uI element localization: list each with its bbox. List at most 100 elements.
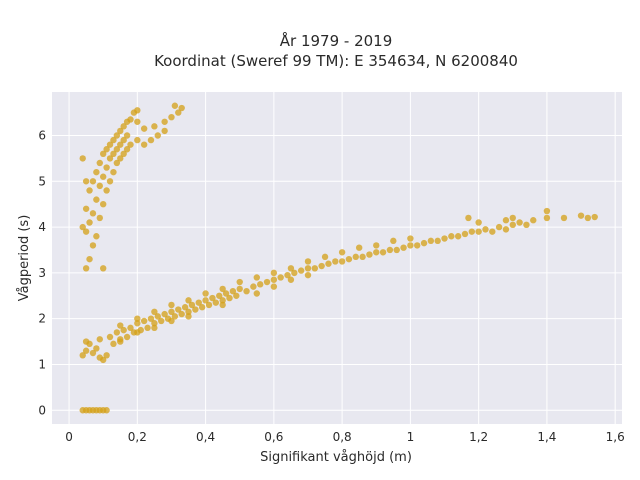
y-tick-label: 2 [38,312,46,326]
data-point [110,340,117,348]
data-point [82,205,90,212]
data-point [465,214,472,222]
data-point [584,214,592,222]
data-point [113,132,121,139]
data-point [250,283,257,290]
x-tick-label: 0,8 [333,430,352,444]
data-point [154,313,162,320]
data-point [89,210,97,217]
data-point [379,249,387,256]
data-point [188,301,196,309]
data-point [110,150,117,158]
data-point [502,226,510,233]
data-point [99,173,107,180]
data-point [96,336,103,343]
data-point [284,271,291,279]
data-point [185,297,192,304]
y-tick-label: 5 [38,174,46,188]
data-point [236,278,243,286]
data-point [543,214,551,222]
data-point [222,290,230,297]
data-point [158,317,165,325]
data-point [113,146,121,153]
data-point [117,322,124,329]
x-tick-label: 0,2 [128,430,147,444]
data-points [79,102,598,414]
data-point [475,219,482,226]
data-point [134,329,141,336]
data-point [495,223,503,231]
data-point [325,260,332,267]
data-point [140,125,148,132]
data-point [414,242,421,249]
data-point [198,304,206,311]
y-tick-label: 1 [38,357,46,371]
data-point [79,155,86,162]
data-point [304,265,312,272]
data-point [352,253,359,261]
data-point [400,244,407,251]
data-point [407,242,414,249]
data-point [366,251,373,258]
data-point [161,310,168,318]
data-point [110,168,117,176]
data-point [523,221,530,228]
data-point [120,136,127,144]
y-axis-ticks: 0 1 2 3 4 5 6 [38,129,46,418]
x-tick-label: 0 [65,430,73,444]
data-point [318,262,325,270]
data-point [144,324,151,332]
data-point [205,301,213,309]
data-point [134,118,141,125]
data-point [175,306,182,313]
data-point [185,308,192,316]
data-point [253,290,260,297]
data-point [134,315,141,322]
data-point [93,196,100,203]
data-point [454,233,462,240]
data-point [393,246,400,254]
data-point [185,313,192,320]
data-point [117,141,124,148]
data-point [140,317,148,325]
data-point [123,146,131,153]
data-point [355,244,363,251]
y-tick-label: 6 [38,129,46,143]
data-point [287,265,295,272]
data-point [120,326,127,334]
data-point [304,258,312,265]
data-point [168,317,175,325]
data-point [297,267,305,274]
data-point [86,187,93,194]
data-point [345,255,353,263]
x-axis-ticks: 0 0,2 0,4 0,6 0,8 1 1,2 1,4 1,6 [65,430,624,444]
data-point [482,226,489,233]
x-tick-label: 0,6 [264,430,283,444]
y-tick-label: 0 [38,403,46,417]
data-point [178,310,185,318]
data-point [407,235,414,242]
data-point [82,338,90,345]
data-point [219,297,226,304]
data-point [311,265,319,272]
x-tick-label: 1 [407,430,415,444]
data-point [82,228,90,235]
data-point [127,116,134,123]
data-point [103,146,110,153]
data-point [93,233,100,240]
data-point [332,258,339,265]
data-point [509,221,516,228]
data-point [151,324,158,332]
data-point [243,288,250,295]
data-point [96,214,103,222]
data-point [93,345,100,352]
data-point [127,141,134,148]
data-point [127,324,134,332]
data-point [373,242,380,249]
data-point [427,237,435,245]
data-point [140,141,148,148]
data-point [123,132,131,139]
data-point [543,207,551,215]
x-axis-title: Signifikant våghöjd (m) [260,450,412,465]
